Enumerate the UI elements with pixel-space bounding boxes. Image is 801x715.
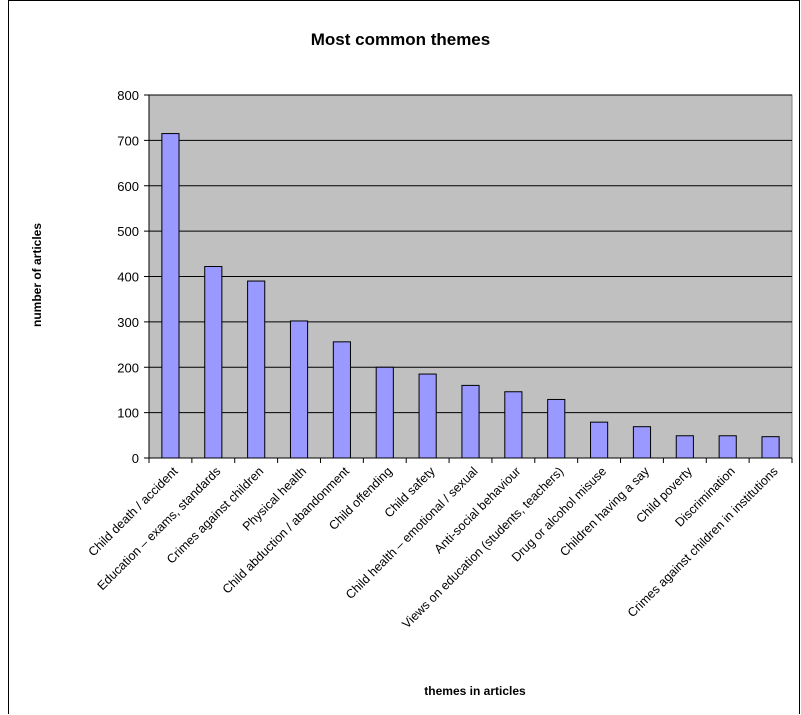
bar <box>718 435 737 459</box>
chart-frame <box>8 0 800 714</box>
bar <box>204 266 223 459</box>
bar <box>461 384 480 459</box>
bar <box>247 280 266 459</box>
y-tick-label: 600 <box>117 179 139 194</box>
bar <box>675 435 694 459</box>
y-tick-label: 800 <box>117 88 139 103</box>
chart-title: Most common themes <box>310 30 491 49</box>
bar <box>761 436 780 459</box>
y-tick-label: 700 <box>117 133 139 148</box>
axes <box>148 95 793 463</box>
y-tick-label: 500 <box>117 224 139 239</box>
bar <box>332 341 351 459</box>
bar <box>289 320 309 459</box>
x-tick-label: Views on education (students, teachers) <box>399 464 566 631</box>
bar <box>590 421 609 459</box>
bar <box>375 366 394 459</box>
y-tick-labels: 0 100 200 300 400 500 600 700 800 <box>117 88 139 466</box>
y-tick-label: 100 <box>117 406 139 421</box>
bar <box>547 398 566 459</box>
y-tick-label: 200 <box>117 360 139 375</box>
bar <box>632 426 652 459</box>
x-axis-title: themes in articles <box>424 684 526 698</box>
y-tick-label: 400 <box>117 270 139 285</box>
y-tick-label: 300 <box>117 315 139 330</box>
bar <box>504 391 523 459</box>
y-axis-title: number of articles <box>30 223 44 327</box>
y-tick-label: 0 <box>132 451 139 466</box>
bar <box>418 373 437 459</box>
x-tick-label: Crimes against children in institutions <box>625 464 781 620</box>
bar <box>161 133 180 459</box>
